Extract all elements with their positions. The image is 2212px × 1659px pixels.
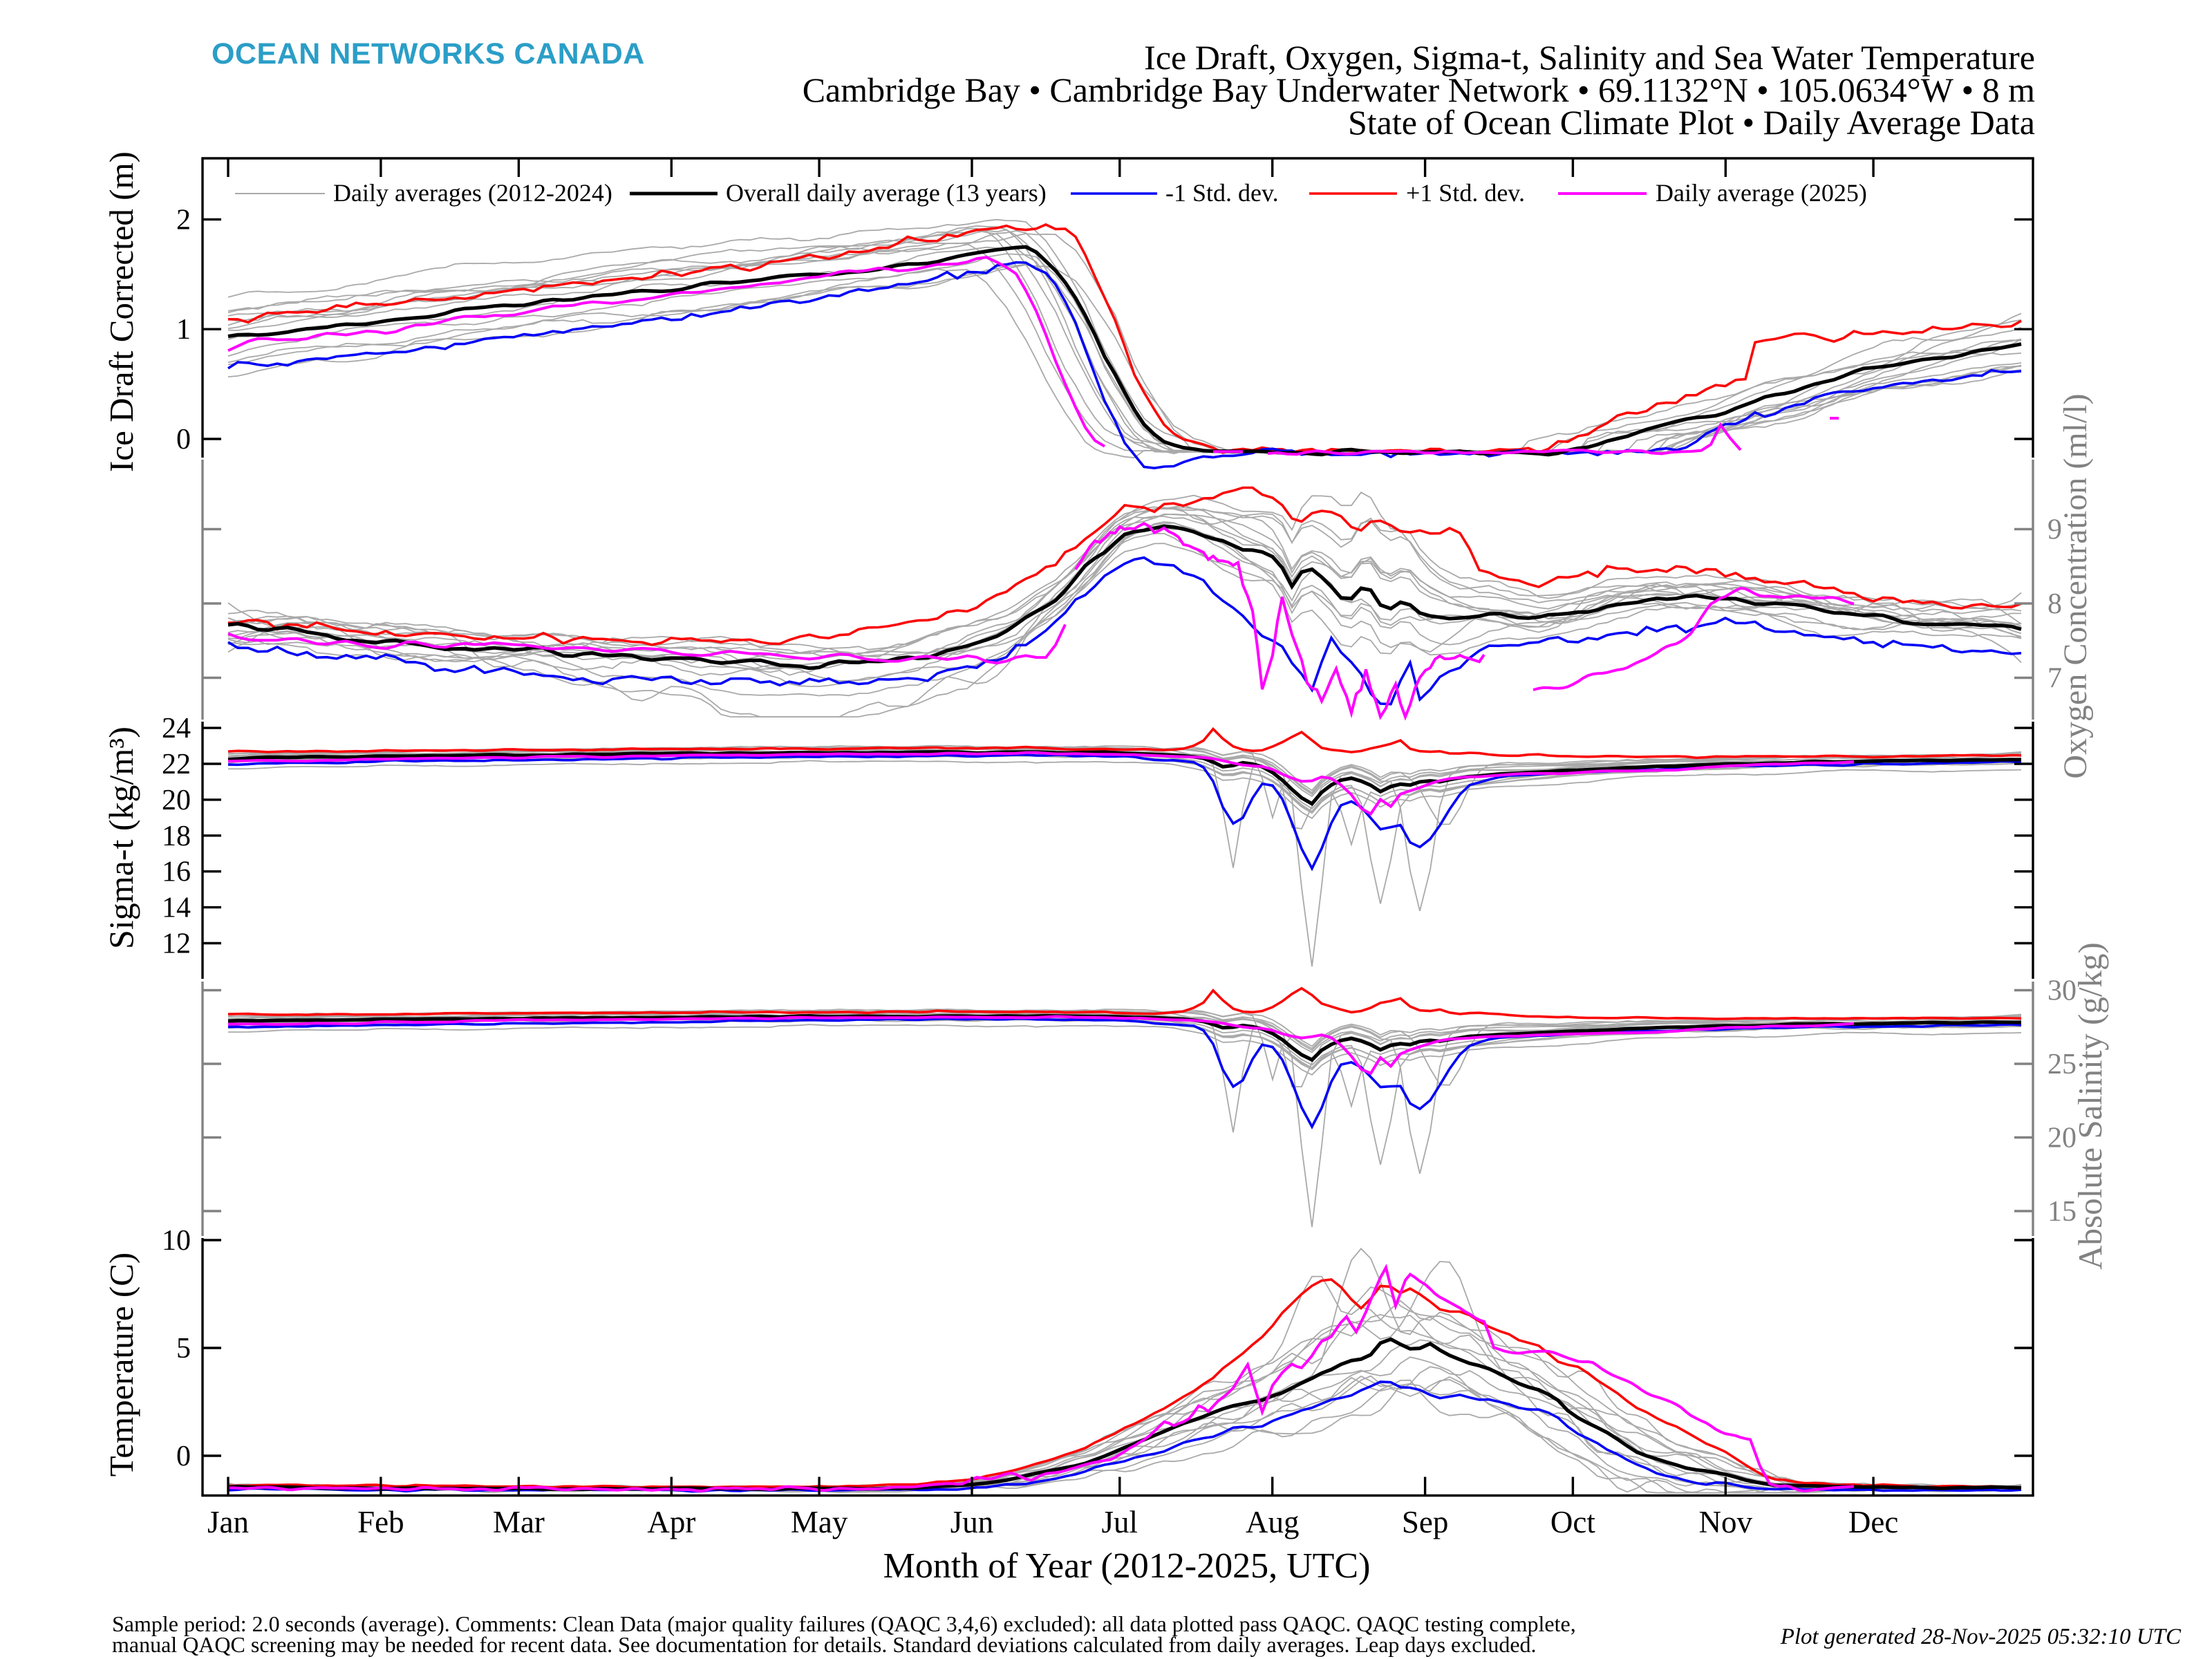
svg-text:Month of Year (2012-2025, UTC): Month of Year (2012-2025, UTC) (883, 1546, 1371, 1586)
svg-text:Jul: Jul (1102, 1505, 1138, 1539)
svg-text:9: 9 (2047, 514, 2062, 546)
svg-text:12: 12 (162, 928, 191, 960)
svg-text:State of Ocean Climate Plot •: State of Ocean Climate Plot • Daily Aver… (1348, 103, 2035, 142)
svg-text:15: 15 (2047, 1196, 2077, 1228)
svg-text:18: 18 (162, 821, 191, 852)
svg-text:-1 Std. dev.: -1 Std. dev. (1165, 179, 1279, 207)
svg-text:1: 1 (176, 314, 191, 346)
svg-text:manual QAQC screening may be n: manual QAQC screening may be needed for … (112, 1632, 1537, 1657)
svg-text:Ice Draft, Oxygen, Sigma-t, Sa: Ice Draft, Oxygen, Sigma-t, Salinity and… (1144, 38, 2035, 77)
svg-text:14: 14 (162, 892, 191, 924)
svg-text:Cambridge Bay • Cambridge Bay: Cambridge Bay • Cambridge Bay Underwater… (803, 71, 2035, 109)
svg-text:Dec: Dec (1848, 1505, 1898, 1539)
svg-text:5: 5 (176, 1333, 191, 1365)
svg-text:22: 22 (162, 749, 191, 780)
svg-text:8: 8 (2047, 588, 2062, 620)
svg-text:0: 0 (176, 424, 191, 456)
svg-text:Jan: Jan (207, 1505, 249, 1539)
svg-text:30: 30 (2047, 975, 2077, 1007)
svg-text:25: 25 (2047, 1049, 2077, 1080)
svg-text:16: 16 (162, 856, 191, 888)
svg-text:Temperature (C): Temperature (C) (102, 1253, 140, 1477)
svg-text:Sep: Sep (1402, 1505, 1449, 1539)
svg-text:May: May (791, 1505, 848, 1539)
svg-text:7: 7 (2047, 663, 2062, 695)
svg-text:OCEAN NETWORKS CANADA: OCEAN NETWORKS CANADA (212, 37, 645, 71)
svg-text:Oct: Oct (1550, 1505, 1595, 1539)
svg-text:Daily averages (2012-2024): Daily averages (2012-2024) (333, 179, 612, 207)
svg-text:Feb: Feb (357, 1505, 404, 1539)
svg-text:24: 24 (162, 713, 191, 744)
svg-text:Oxygen Concentration (ml/l): Oxygen Concentration (ml/l) (2057, 393, 2094, 778)
svg-text:Nov: Nov (1699, 1505, 1753, 1539)
svg-text:Jun: Jun (950, 1505, 994, 1539)
svg-text:Daily average (2025): Daily average (2025) (1656, 179, 1867, 207)
svg-text:Sample period: 2.0 seconds (av: Sample period: 2.0 seconds (average). Co… (112, 1611, 1576, 1636)
svg-text:Absolute Salinity (g/kg): Absolute Salinity (g/kg) (2071, 942, 2109, 1270)
svg-text:+1 Std. dev.: +1 Std. dev. (1406, 179, 1525, 207)
svg-text:Overall daily average (13 year: Overall daily average (13 years) (726, 179, 1047, 207)
svg-text:Aug: Aug (1246, 1505, 1300, 1539)
svg-text:Apr: Apr (647, 1505, 695, 1539)
svg-text:20: 20 (2047, 1123, 2077, 1154)
svg-text:Plot generated 28-Nov-2025 05:: Plot generated 28-Nov-2025 05:32:10 UTC (1780, 1624, 2182, 1649)
svg-text:2: 2 (176, 204, 191, 236)
svg-text:20: 20 (162, 785, 191, 816)
svg-text:Mar: Mar (493, 1505, 545, 1539)
svg-text:0: 0 (176, 1441, 191, 1472)
svg-text:Ice Draft Corrected (m): Ice Draft Corrected (m) (102, 151, 140, 472)
svg-text:Sigma-t (kg/m³): Sigma-t (kg/m³) (102, 727, 140, 949)
svg-text:10: 10 (162, 1225, 191, 1257)
